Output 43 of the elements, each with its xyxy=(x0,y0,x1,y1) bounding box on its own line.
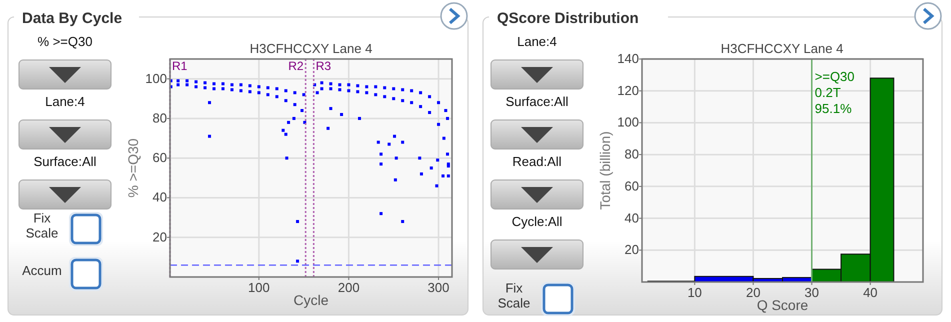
annotation: >=Q30 xyxy=(814,69,855,84)
text: Fix Scale xyxy=(26,210,58,240)
category-label: Read:All xyxy=(512,154,562,169)
chart-title: H3CFHCCXY Lane 4 xyxy=(720,41,844,56)
y-tick-label: 80 xyxy=(152,110,167,126)
y-tick-label: 20 xyxy=(152,229,167,244)
y-axis-title: Total (billion) xyxy=(597,131,613,210)
x-tick-label: 10 xyxy=(687,285,702,300)
y-tick-label: 140 xyxy=(617,51,639,66)
y-tick-label: 100 xyxy=(145,70,167,86)
y-tick-label: 20 xyxy=(624,242,639,258)
ref-line-label: R3 xyxy=(316,59,332,73)
y-tick-label: 80 xyxy=(624,146,639,162)
text: Accum xyxy=(22,263,62,278)
x-tick-label: 300 xyxy=(428,280,450,295)
x-tick-label: 40 xyxy=(863,285,878,300)
category-label: Lane:4 xyxy=(517,34,557,49)
category-label: Cycle:All xyxy=(512,214,562,229)
annotation: 0.2T xyxy=(814,85,841,100)
text: Data By Cycle xyxy=(22,10,122,27)
y-tick-label: 60 xyxy=(624,178,639,194)
y-axis-title: % >=Q30 xyxy=(125,138,141,198)
x-axis-title: Cycle xyxy=(293,292,329,308)
category-label: Lane:4 xyxy=(45,94,85,109)
category-label: Surface:All xyxy=(34,154,97,169)
annotation: 95.1% xyxy=(814,101,852,116)
ref-line-label: R1 xyxy=(172,59,188,73)
y-tick-label: 60 xyxy=(152,150,167,166)
text: QScore Distribution xyxy=(497,10,639,27)
chart-title: H3CFHCCXY Lane 4 xyxy=(250,41,372,56)
y-tick-label: 40 xyxy=(152,190,167,205)
y-tick-label: 120 xyxy=(617,82,639,98)
category-label: Surface:All xyxy=(506,94,569,109)
y-tick-label: 40 xyxy=(624,210,639,226)
text: Fix Scale xyxy=(498,280,530,310)
ref-line-label: R2 xyxy=(288,59,304,73)
x-axis-title: Q Score xyxy=(756,297,808,313)
category-label: % >=Q30 xyxy=(38,34,92,49)
x-tick-label: 200 xyxy=(338,280,360,295)
y-tick-label: 100 xyxy=(617,114,639,130)
x-tick-label: 20 xyxy=(746,285,760,300)
x-tick-label: 30 xyxy=(804,285,820,300)
x-tick-label: 100 xyxy=(248,280,270,295)
